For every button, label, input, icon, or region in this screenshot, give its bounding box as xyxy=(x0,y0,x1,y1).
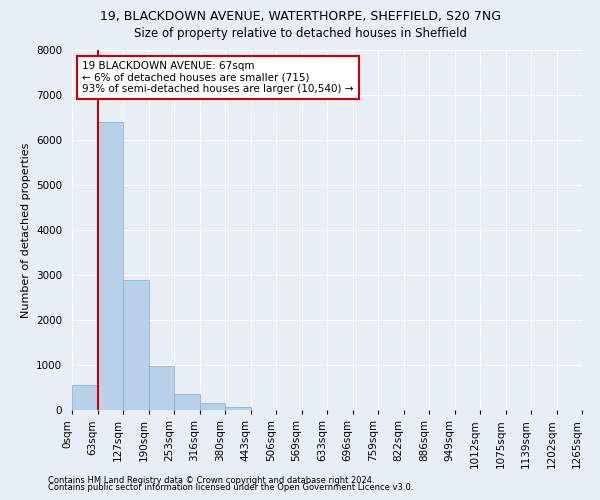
Bar xyxy=(72,385,97,410)
Text: 19 BLACKDOWN AVENUE: 67sqm
← 6% of detached houses are smaller (715)
93% of semi: 19 BLACKDOWN AVENUE: 67sqm ← 6% of detac… xyxy=(82,61,354,94)
Bar xyxy=(123,280,149,410)
Bar xyxy=(199,403,225,410)
Bar xyxy=(225,406,251,410)
Bar xyxy=(174,394,199,410)
Text: Contains public sector information licensed under the Open Government Licence v3: Contains public sector information licen… xyxy=(48,484,413,492)
Text: Contains HM Land Registry data © Crown copyright and database right 2024.: Contains HM Land Registry data © Crown c… xyxy=(48,476,374,485)
Bar xyxy=(97,122,123,410)
Text: 19, BLACKDOWN AVENUE, WATERTHORPE, SHEFFIELD, S20 7NG: 19, BLACKDOWN AVENUE, WATERTHORPE, SHEFF… xyxy=(100,10,500,23)
Bar xyxy=(149,366,174,410)
Y-axis label: Number of detached properties: Number of detached properties xyxy=(20,142,31,318)
Text: Size of property relative to detached houses in Sheffield: Size of property relative to detached ho… xyxy=(133,28,467,40)
